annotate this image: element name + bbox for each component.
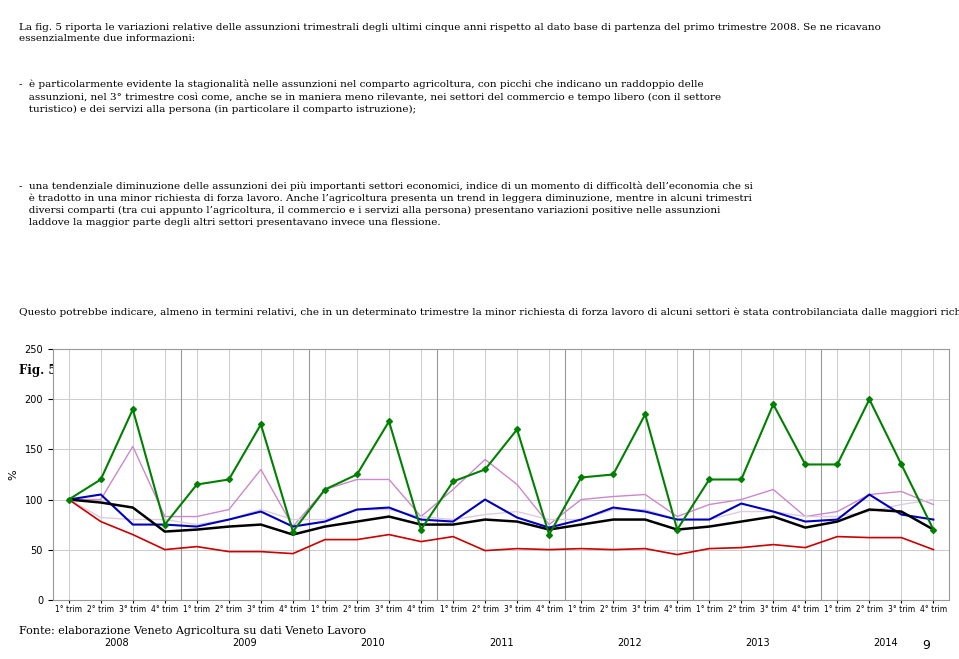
Text: -  una tendenziale diminuzione delle assunzioni dei più importanti settori econo: - una tendenziale diminuzione delle assu…: [19, 181, 753, 227]
Text: 2013: 2013: [745, 638, 769, 648]
Text: 2012: 2012: [617, 638, 642, 648]
Text: 2014: 2014: [873, 638, 898, 648]
Text: -  è particolarmente evidente la stagionalità nelle assunzioni nel comparto agri: - è particolarmente evidente la stagiona…: [19, 80, 721, 114]
Text: 2009: 2009: [233, 638, 257, 648]
Y-axis label: %: %: [9, 469, 19, 480]
Text: 2010: 2010: [361, 638, 386, 648]
Text: Fonte: elaborazione Veneto Agricoltura su dati Veneto Lavoro: Fonte: elaborazione Veneto Agricoltura s…: [19, 626, 366, 636]
Text: 2008: 2008: [105, 638, 129, 648]
Text: La fig. 5 riporta le variazioni relative delle assunzioni trimestrali degli ulti: La fig. 5 riporta le variazioni relative…: [19, 22, 881, 43]
Text: Questo potrebbe indicare, almeno in termini relativi, che in un determinato trim: Questo potrebbe indicare, almeno in term…: [19, 307, 959, 317]
Text: 9: 9: [923, 639, 930, 652]
Text: 2011: 2011: [489, 638, 513, 648]
Text: Fig. 5 –Variazioni percentuali delle assunzioni per trimestre (dato base 1° trim: Fig. 5 –Variazioni percentuali delle ass…: [19, 364, 658, 378]
